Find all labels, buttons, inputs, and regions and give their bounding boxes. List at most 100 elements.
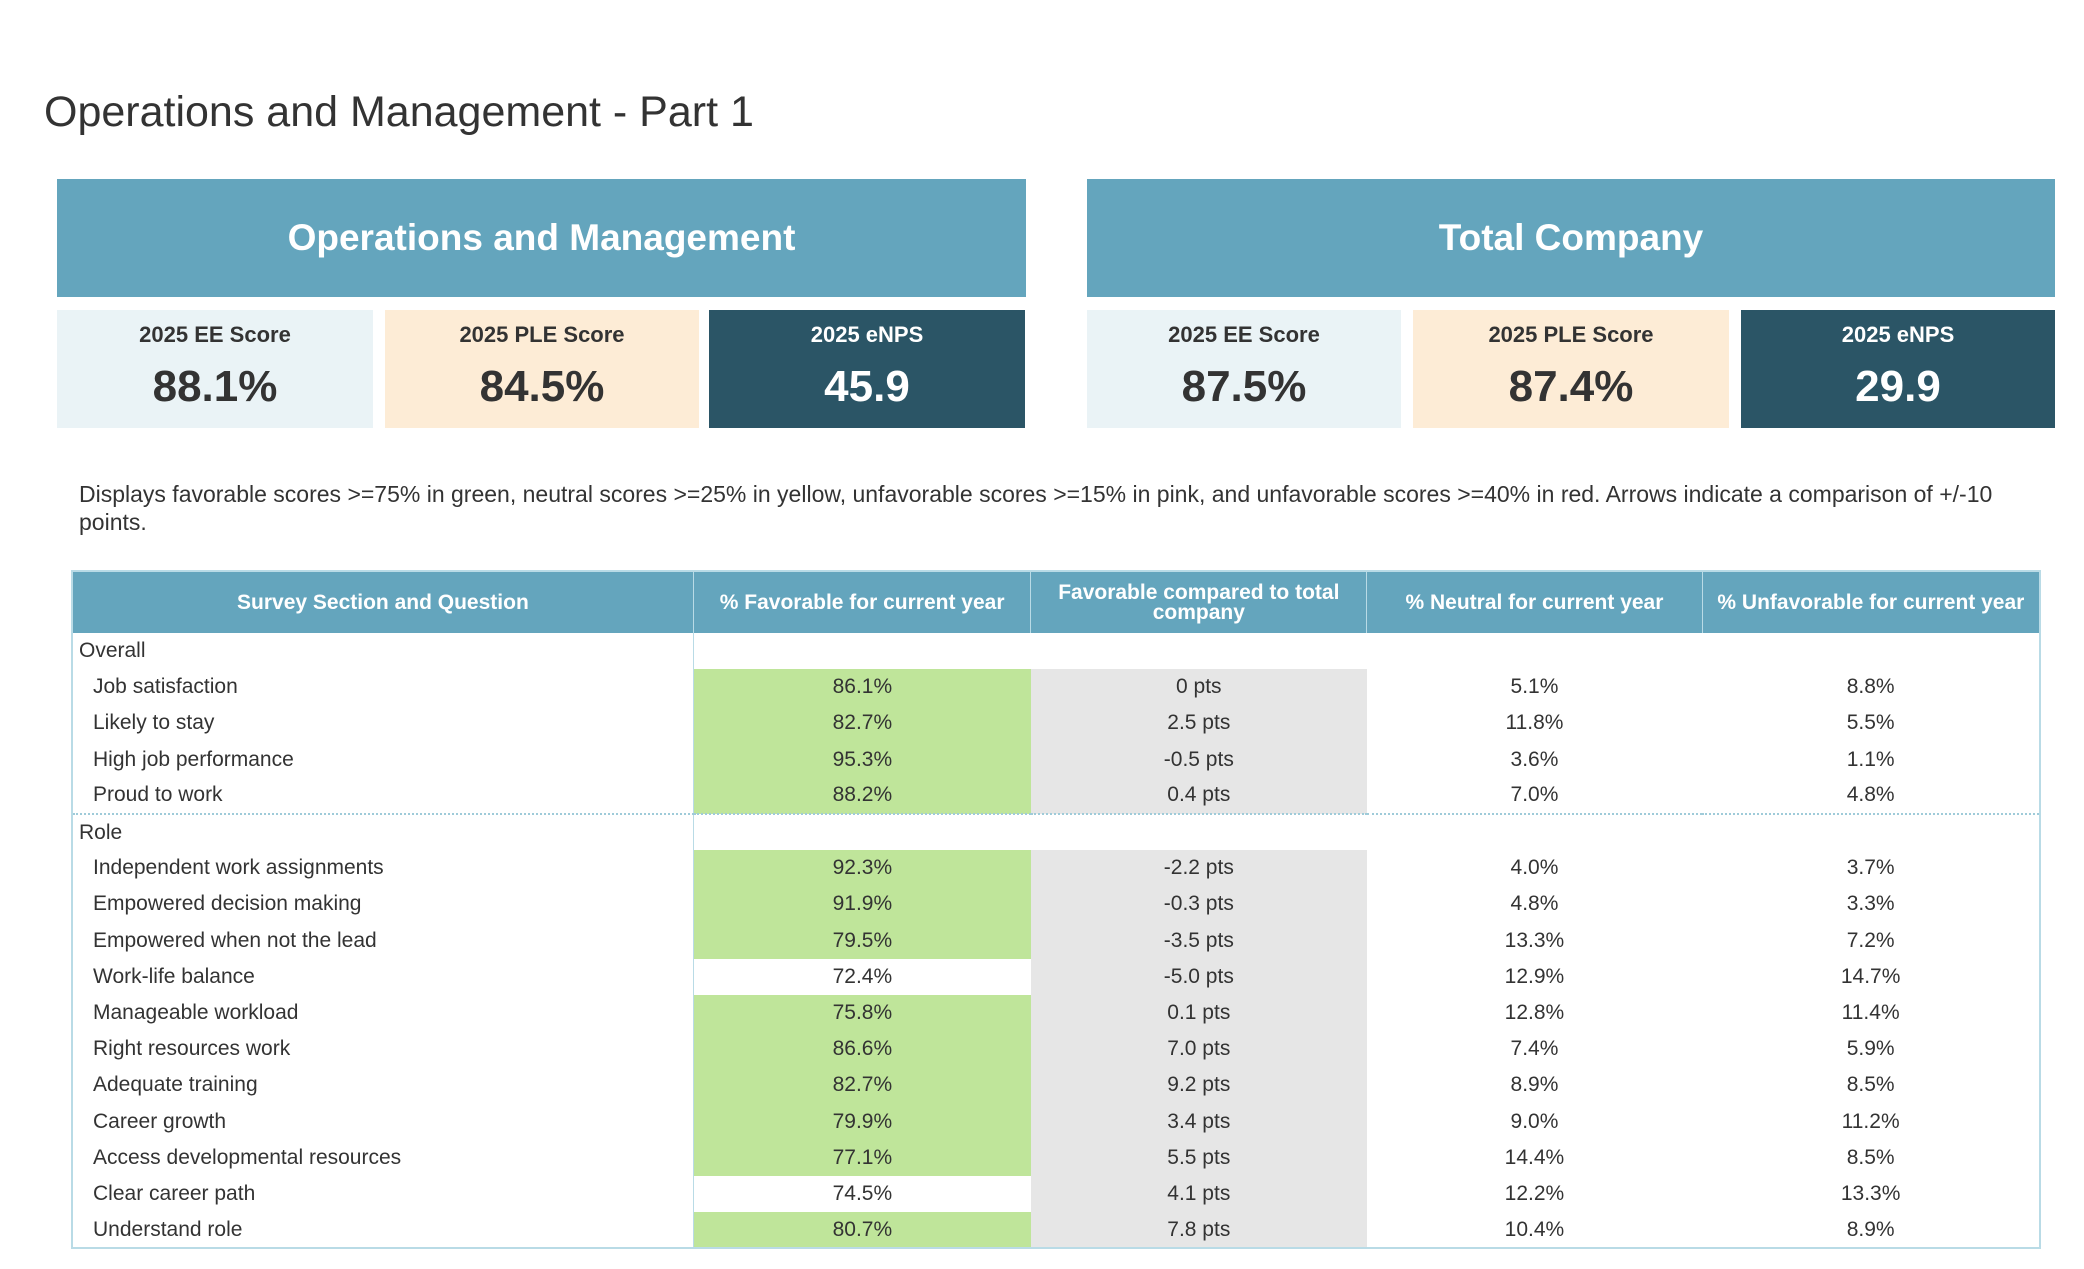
favorable-cell: 82.7% [693, 705, 1031, 742]
question-cell: Job satisfaction [72, 669, 694, 706]
unfavorable-cell: 3.7% [1846, 856, 1895, 880]
question-cell: Adequate training [72, 1067, 694, 1104]
card-label: 2025 EE Score [139, 322, 291, 347]
neutral-cell: 5.1% [1510, 675, 1559, 699]
unfavorable-cell: 3.3% [1846, 892, 1895, 916]
legend-note: Displays favorable scores >=75% in green… [79, 481, 1993, 535]
favorable-cell: 72.4% [832, 964, 893, 988]
question-cell: Proud to work [72, 777, 694, 815]
neutral-cell: 3.6% [1510, 747, 1559, 771]
unfavorable-cell: 11.4% [1841, 1000, 1900, 1024]
neutral-cell: 4.8% [1510, 892, 1559, 916]
neutral-cell: 8.9% [1510, 1073, 1559, 1097]
unfavorable-cell: 13.3% [1840, 1181, 1901, 1205]
unfavorable-cell: 5.5% [1846, 711, 1895, 735]
section-name: Overall [72, 633, 694, 670]
table-row: High job performance 95.3% -0.5 pts 3.6% 1.1… [72, 741, 2040, 778]
card-label: 2025 eNPS [1841, 322, 1955, 347]
unfavorable-cell: 7.2% [1846, 928, 1895, 952]
table-row: Empowered when not the lead 79.5% -3.5 pts… [72, 922, 2040, 959]
unfavorable-cell: 8.5% [1846, 1073, 1895, 1097]
company-enps-card: 2025 eNPS 29.9 [1741, 310, 2055, 428]
column-header[interactable]: % Neutral for current year [1366, 571, 1703, 633]
neutral-cell: 4.0% [1510, 856, 1559, 880]
unfavorable-cell: 11.2% [1841, 1109, 1900, 1133]
table-row: Independent work assignments 92.3% -2.2 pt… [72, 850, 2040, 887]
page-title: Operations and Management - Part 1 [44, 88, 754, 136]
table-row: Clear career path 74.5% 4.1 pts 12.2% 13.3% [72, 1175, 2040, 1212]
favorable-cell: 91.9% [693, 886, 1031, 923]
favorable-cell: 95.3% [693, 741, 1031, 778]
compare-cell: 7.8 pts [1030, 1212, 1367, 1249]
favorable-cell: 88.2% [693, 777, 1031, 815]
neutral-cell: 10.4% [1504, 1217, 1565, 1241]
table-row: Right resources work 86.6% 7.0 pts 7.4% 5.9% [72, 1031, 2040, 1068]
table-row: Likely to stay 82.7% 2.5 pts 11.8% 5.5% [72, 705, 2040, 742]
question-cell: Clear career path [72, 1175, 694, 1212]
neutral-cell: 12.9% [1504, 964, 1565, 988]
card-label: 2025 EE Score [1168, 322, 1320, 347]
neutral-cell: 13.3% [1504, 928, 1565, 952]
compare-cell: 3.4 pts [1030, 1103, 1367, 1140]
question-cell: Independent work assignments [72, 850, 694, 887]
compare-cell: -0.5 pts [1030, 741, 1367, 778]
group-ple-score-card: 2025 PLE Score 84.5% [385, 310, 699, 428]
unfavorable-cell: 8.9% [1846, 1217, 1895, 1241]
table-row: Proud to work 88.2% 0.4 pts 7.0% 4.8% [72, 777, 2040, 815]
compare-cell: 2.5 pts [1030, 705, 1367, 742]
company-ee-score-card: 2025 EE Score 87.5% [1087, 310, 1401, 428]
favorable-cell: 92.3% [693, 850, 1031, 887]
table-row: Career growth 79.9% 3.4 pts 9.0% 11.2% [72, 1103, 2040, 1140]
survey-table: Survey Section and Question % Favorable … [71, 570, 2041, 1250]
question-cell: Work-life balance [72, 958, 694, 995]
neutral-cell: 12.8% [1504, 1000, 1565, 1024]
compare-cell: -5.0 pts [1030, 958, 1367, 995]
question-cell: Manageable workload [72, 994, 694, 1032]
card-value: 29.9 [1855, 362, 1941, 411]
compare-cell: 9.2 pts [1030, 1067, 1367, 1104]
neutral-cell: 7.4% [1510, 1037, 1559, 1061]
card-value: 87.4% [1508, 362, 1634, 411]
favorable-cell: 80.7% [693, 1212, 1031, 1249]
compare-cell: -3.5 pts [1030, 922, 1367, 959]
neutral-cell: 14.4% [1504, 1145, 1565, 1169]
question-cell: Right resources work [72, 1031, 694, 1068]
section-spacer [693, 633, 2040, 669]
column-header[interactable]: % Unfavorable for current year [1701, 571, 2040, 633]
favorable-cell: 82.7% [693, 1067, 1031, 1104]
question-cell: Empowered decision making [72, 886, 694, 923]
compare-cell: 4.1 pts [1030, 1175, 1367, 1212]
column-header[interactable]: Survey Section and Question [71, 571, 694, 633]
unfavorable-cell: 1.1% [1846, 747, 1895, 771]
table-row: Work-life balance 72.4% -5.0 pts 12.9% 14.7% [72, 958, 2040, 995]
favorable-cell: 79.5% [693, 922, 1031, 959]
card-value: 84.5% [479, 362, 605, 411]
table-row: Access developmental resources 77.1% 5.5 p… [72, 1139, 2040, 1176]
compare-cell: 0.1 pts [1030, 994, 1367, 1032]
card-value: 45.9 [824, 362, 910, 411]
card-label: 2025 PLE Score [459, 322, 625, 347]
column-header[interactable]: Favorable compared to total company [1030, 571, 1367, 633]
section-spacer [693, 814, 2040, 850]
card-value: 88.1% [152, 362, 278, 411]
question-cell: Understand role [72, 1212, 694, 1249]
unfavorable-cell: 14.7% [1840, 964, 1901, 988]
favorable-cell: 79.9% [693, 1103, 1031, 1140]
favorable-cell: 86.6% [693, 1031, 1031, 1068]
company-header: Total Company [1087, 179, 2055, 297]
question-cell: Likely to stay [72, 705, 694, 742]
section-name: Role [72, 813, 694, 851]
neutral-cell: 11.8% [1505, 711, 1564, 735]
unfavorable-cell: 5.9% [1846, 1037, 1895, 1061]
table-row: Job satisfaction 86.1% 0 pts 5.1% 8.8% [72, 669, 2040, 706]
compare-cell: -0.3 pts [1030, 886, 1367, 923]
neutral-cell: 7.0% [1366, 777, 1703, 815]
table-header-row: Survey Section and Question % Favorable … [71, 571, 2040, 633]
unfavorable-cell: 8.8% [1846, 675, 1895, 699]
column-header[interactable]: % Favorable for current year [692, 571, 1031, 633]
group-enps-card: 2025 eNPS 45.9 [709, 310, 1025, 428]
table-row: Adequate training 82.7% 9.2 pts 8.9% 8.5% [72, 1067, 2040, 1104]
table-row: Manageable workload 75.8% 0.1 pts 12.8% 11.4… [72, 994, 2040, 1032]
section-row: Overall [72, 633, 2040, 670]
group-ee-score-card: 2025 EE Score 88.1% [57, 310, 373, 428]
